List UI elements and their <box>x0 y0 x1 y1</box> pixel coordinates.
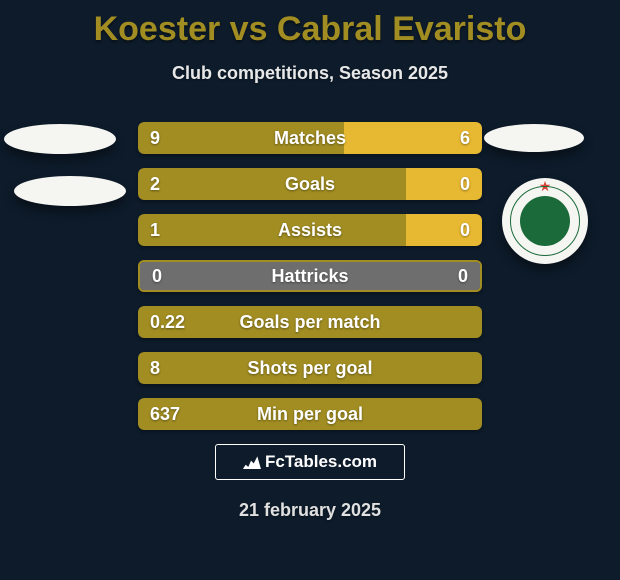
page-title: Koester vs Cabral Evaristo <box>0 0 620 49</box>
date-caption: 21 february 2025 <box>0 500 620 521</box>
stat-label: Hattricks <box>140 262 480 290</box>
player-right-club-logo: ★ <box>502 178 588 264</box>
stats-comparison-chart: 96Matches 20Goals 10Assists 00Hattricks 0.22… <box>138 122 482 444</box>
chart-icon <box>243 455 261 469</box>
player-left-logo-1 <box>4 124 116 154</box>
stat-label: Shots per goal <box>138 352 482 384</box>
brand-box[interactable]: FcTables.com <box>215 444 405 480</box>
stat-row: 8Shots per goal <box>138 352 482 384</box>
stat-label: Matches <box>138 122 482 154</box>
club-crest-inner <box>520 196 570 246</box>
player-right-logo-1 <box>484 124 584 152</box>
stat-label: Assists <box>138 214 482 246</box>
stat-label: Min per goal <box>138 398 482 430</box>
player-left-logo-2 <box>14 176 126 206</box>
stat-row: 10Assists <box>138 214 482 246</box>
title-text: Koester vs Cabral Evaristo <box>94 10 527 48</box>
stat-label: Goals per match <box>138 306 482 338</box>
stat-row: 20Goals <box>138 168 482 200</box>
stat-row: 637Min per goal <box>138 398 482 430</box>
star-icon: ★ <box>539 178 552 195</box>
subtitle: Club competitions, Season 2025 <box>0 63 620 84</box>
stat-row: 00Hattricks <box>138 260 482 292</box>
brand-text: FcTables.com <box>265 452 377 472</box>
stat-row: 0.22Goals per match <box>138 306 482 338</box>
stat-label: Goals <box>138 168 482 200</box>
stat-row: 96Matches <box>138 122 482 154</box>
